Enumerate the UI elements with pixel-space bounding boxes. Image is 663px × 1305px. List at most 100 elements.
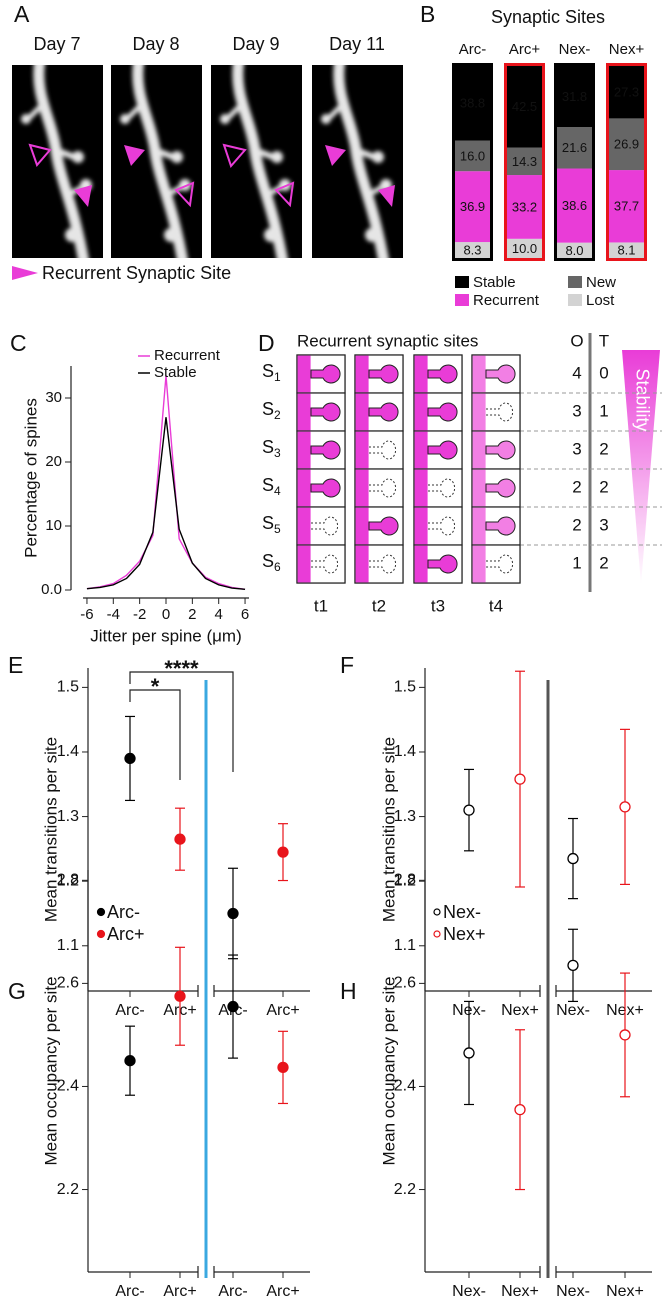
row-label: S3 xyxy=(262,437,281,460)
dot xyxy=(463,1047,475,1059)
bar-segment xyxy=(455,66,490,141)
row-letter: S xyxy=(262,399,274,419)
dendrite xyxy=(297,393,311,431)
legend-swatch xyxy=(568,276,582,288)
x-tick-label: Arc+ xyxy=(266,1002,299,1019)
dendrite xyxy=(472,545,486,583)
y-axis-label: Mean transitions per site xyxy=(379,737,398,922)
transitions: 2 xyxy=(599,439,608,458)
bar-segment xyxy=(455,242,490,258)
bar-frame xyxy=(554,63,595,261)
spine-absent xyxy=(486,402,514,422)
legend-swatch xyxy=(455,294,469,306)
micrograph xyxy=(111,60,202,263)
legend-marker xyxy=(433,930,441,938)
y-tick-label: 1.4 xyxy=(57,743,79,760)
bar-segment xyxy=(455,171,490,243)
spine-absent xyxy=(369,478,397,498)
panel-label: G xyxy=(8,978,26,1004)
bar-segment xyxy=(557,242,592,258)
x-tick-label: Arc+ xyxy=(163,1283,196,1300)
y-axis-label: Mean transitions per site xyxy=(41,737,60,922)
bar-segment xyxy=(609,170,644,243)
panel-label: C xyxy=(10,330,27,356)
dendrite xyxy=(355,507,369,545)
occupancy: 1 xyxy=(572,553,581,572)
spine xyxy=(368,364,399,384)
time-label: t2 xyxy=(372,596,386,615)
time-label: t1 xyxy=(314,596,328,615)
value-label: 26.9 xyxy=(614,137,639,152)
spine xyxy=(427,440,458,460)
y-tick-label: 1.2 xyxy=(394,872,416,889)
x-axis-label: Jitter per spine (μm) xyxy=(90,626,242,645)
dot xyxy=(567,852,579,865)
y-tick-label: 2.8 xyxy=(57,872,79,889)
bar-segment xyxy=(557,127,592,169)
y-tick-label: 10 xyxy=(45,517,62,534)
bar-frame xyxy=(452,63,493,261)
legend-label: Recurrent Synaptic Site xyxy=(42,263,231,283)
x-tick-label: Arc- xyxy=(115,1283,144,1300)
value-label: 14.3 xyxy=(512,154,537,169)
bar-segment xyxy=(609,66,644,119)
row-label: S1 xyxy=(262,361,281,384)
spine xyxy=(310,478,341,498)
bar-segment xyxy=(557,66,592,128)
y-tick-label: 2.2 xyxy=(57,1181,79,1198)
diagram-title: Recurrent synaptic sites xyxy=(297,331,478,350)
gradient-label: Stability xyxy=(632,368,652,431)
time-label: t3 xyxy=(431,596,445,615)
legend-label: Stable xyxy=(154,364,197,381)
legend-label: New xyxy=(586,274,616,291)
dendrite xyxy=(414,545,428,583)
row-index: 5 xyxy=(274,522,281,536)
transitions: 3 xyxy=(599,515,608,534)
bar-segment xyxy=(609,118,644,171)
dendrite xyxy=(414,507,428,545)
row-letter: S xyxy=(262,513,274,533)
significance-bracket xyxy=(129,689,181,780)
spine-absent xyxy=(311,516,339,536)
significance-label: **** xyxy=(164,656,199,681)
panel-label: E xyxy=(8,652,23,678)
stability-gradient xyxy=(622,350,660,585)
transitions: 2 xyxy=(599,477,608,496)
dot xyxy=(124,752,136,765)
value-label: 21.6 xyxy=(562,140,587,155)
micrograph xyxy=(12,60,103,263)
value-label: 10.0 xyxy=(512,241,537,256)
x-tick-label: Arc+ xyxy=(266,1283,299,1300)
y-tick-label: 2.2 xyxy=(394,1181,416,1198)
y-tick-label: 30 xyxy=(45,389,62,406)
legend-label: Arc+ xyxy=(107,924,145,944)
panel-label: A xyxy=(14,1,30,27)
y-tick-label: 1.2 xyxy=(57,872,79,889)
y-tick-label: 2.6 xyxy=(57,975,79,992)
chart-title: Synaptic Sites xyxy=(491,7,605,27)
x-tick-label: Nex+ xyxy=(606,1283,644,1300)
legend-label: Nex+ xyxy=(443,924,486,944)
value-label: 8.3 xyxy=(463,242,481,257)
dendrite xyxy=(472,507,486,545)
row-index: 6 xyxy=(274,560,281,574)
dendrite xyxy=(355,545,369,583)
dot xyxy=(567,959,579,971)
legend-marker xyxy=(96,929,106,939)
x-tick-label: Arc- xyxy=(218,1283,247,1300)
row-letter: S xyxy=(262,551,274,571)
day-label: Day 8 xyxy=(132,34,179,54)
x-tick-label: -4 xyxy=(107,606,120,623)
arrowhead xyxy=(325,145,346,166)
row-index: 4 xyxy=(274,484,281,498)
bar-frame xyxy=(606,63,647,261)
column-header: O xyxy=(570,331,583,350)
x-tick-label: 0 xyxy=(162,606,170,623)
legend-label: Recurrent xyxy=(473,292,540,309)
dot xyxy=(277,846,289,858)
category-label: Arc- xyxy=(459,41,487,58)
dot xyxy=(463,804,475,816)
y-tick-label: 1.3 xyxy=(57,808,79,825)
row-index: 2 xyxy=(274,408,281,422)
